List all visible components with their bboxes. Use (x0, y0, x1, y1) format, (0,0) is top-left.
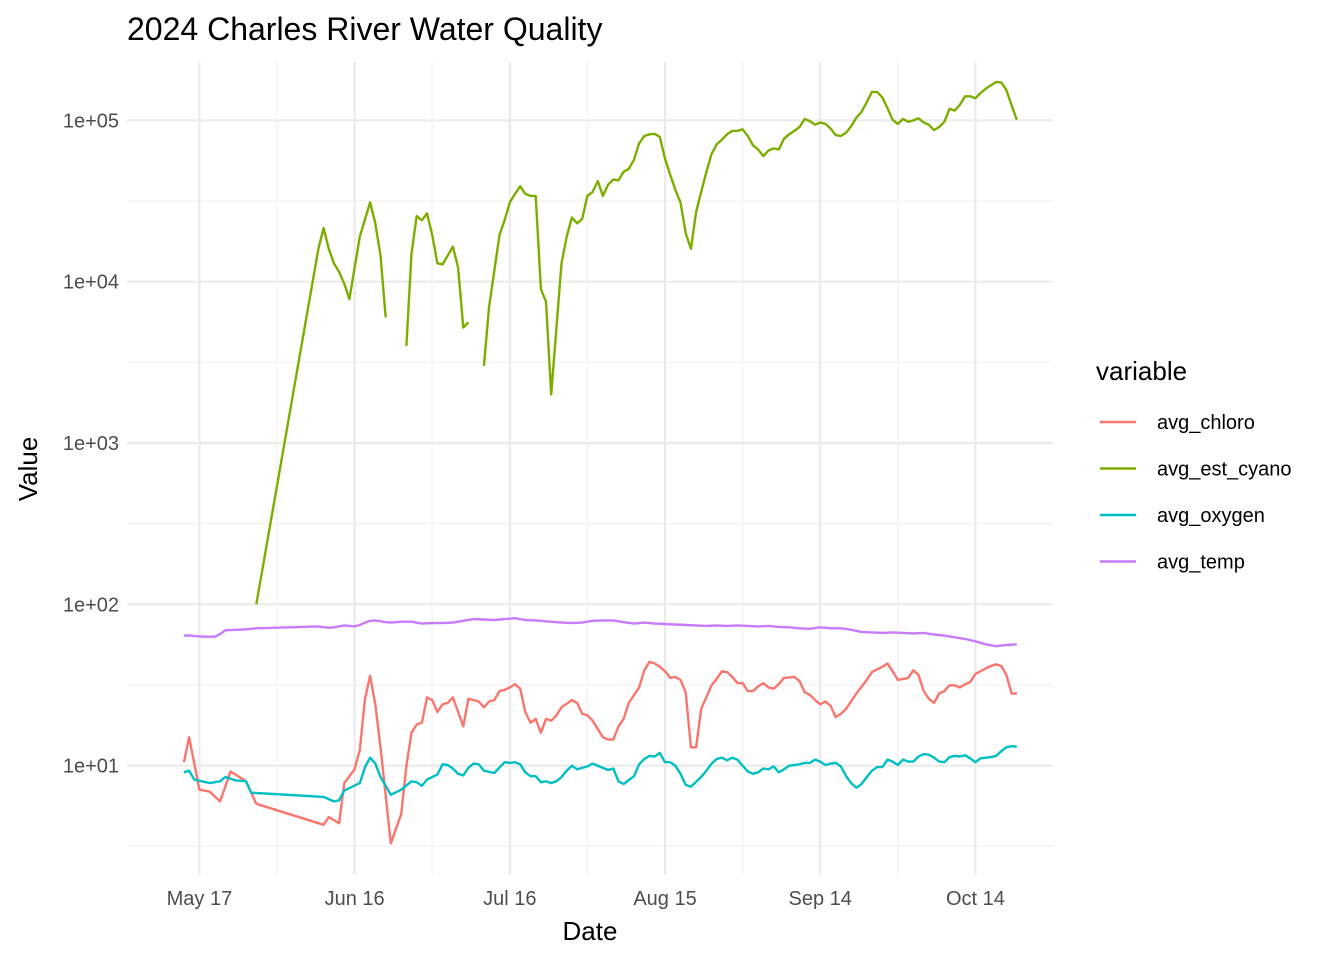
y-tick-label: 1e+03 (63, 433, 119, 455)
series-line-avg-temp (183, 617, 1017, 648)
y-tick-label: 1e+02 (63, 594, 119, 616)
x-tick-label: Jul 16 (483, 888, 536, 910)
y-tick-label: 1e+05 (63, 110, 119, 132)
y-axis-title: Value (13, 437, 43, 502)
x-tick-label: Jun 16 (325, 888, 385, 910)
x-tick-label: May 17 (167, 888, 233, 910)
legend: variable avg_chloro avg_est_cyano avg_oxyg… (1096, 356, 1292, 574)
plot-grid (127, 62, 1053, 875)
series-line-avg-est-cyano (255, 80, 1018, 605)
legend-title: variable (1096, 356, 1187, 386)
chart-title: 2024 Charles River Water Quality (127, 11, 602, 47)
x-tick-label: Aug 15 (633, 888, 696, 910)
y-tick-label: 1e+01 (63, 756, 119, 778)
series-line-avg-oxygen (183, 745, 1017, 803)
x-tick-label: Sep 14 (789, 888, 852, 910)
legend-label: avg_oxygen (1157, 505, 1265, 527)
x-axis-title: Date (563, 916, 618, 946)
x-axis-ticks: May 17 Jun 16 Jul 16 Aug 15 Sep 14 Oct 14 (167, 888, 1005, 910)
legend-label: avg_temp (1157, 552, 1245, 574)
x-tick-label: Oct 14 (946, 888, 1005, 910)
series-lines (182, 80, 1018, 845)
y-tick-label: 1e+04 (63, 272, 119, 294)
legend-label: avg_chloro (1157, 412, 1255, 434)
legend-label: avg_est_cyano (1157, 459, 1292, 481)
y-axis-ticks: 1e+01 1e+02 1e+03 1e+04 1e+05 (63, 110, 119, 777)
series-line-avg-chloro (182, 660, 1017, 845)
